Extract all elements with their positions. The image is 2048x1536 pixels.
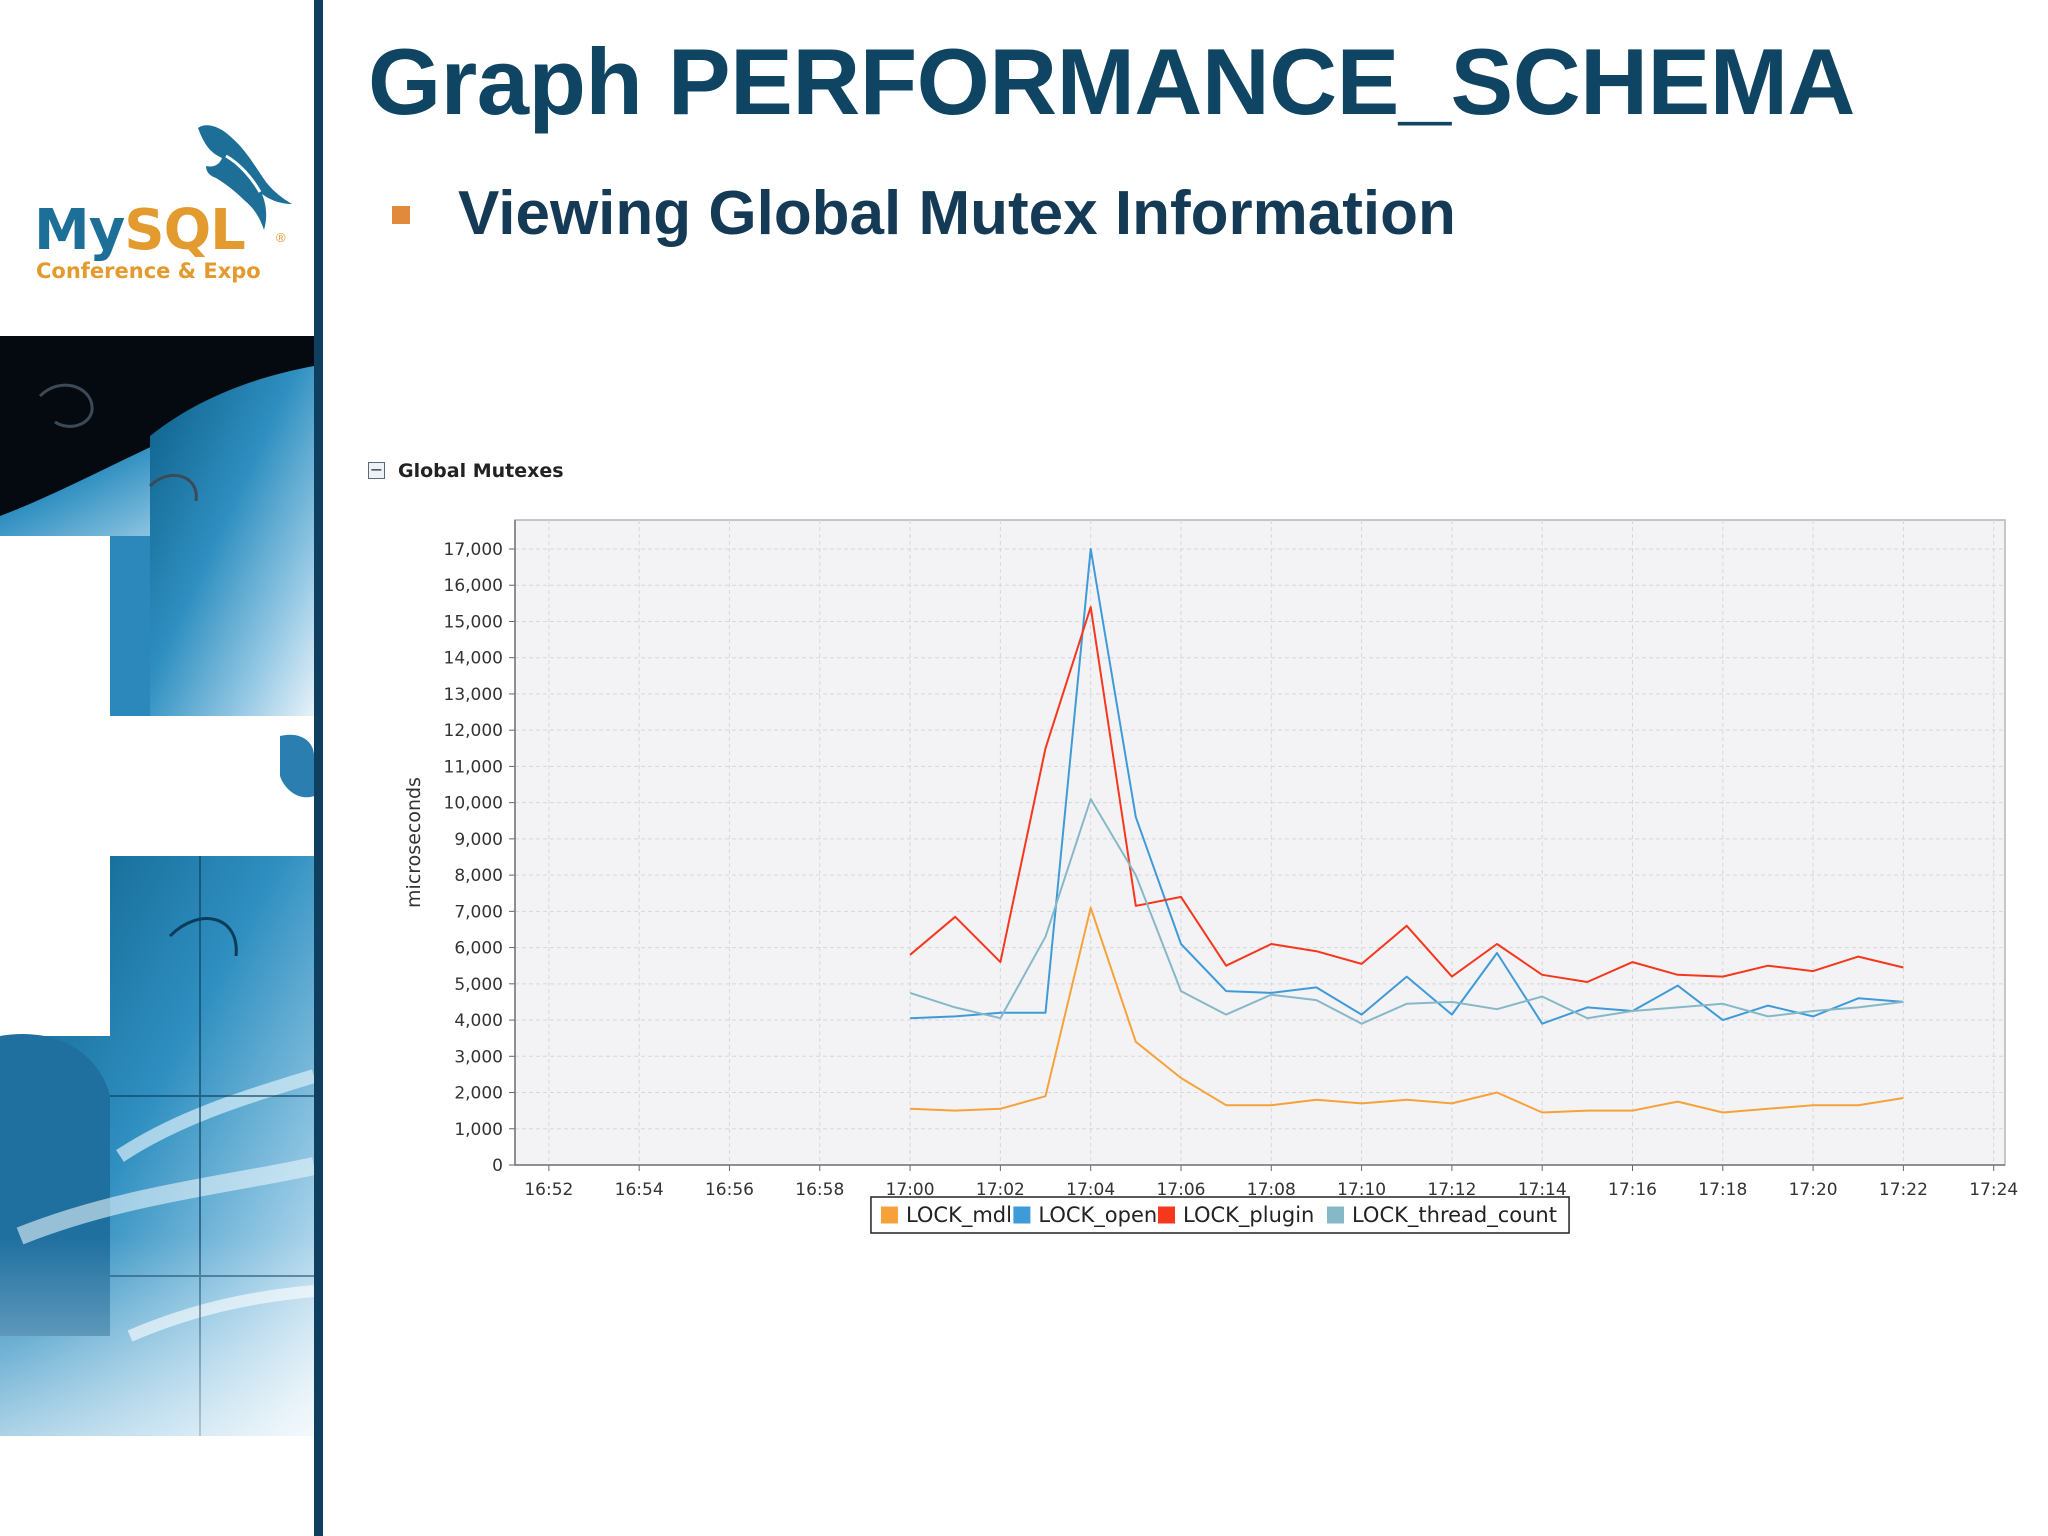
- bullet-text: Viewing Global Mutex Information: [458, 179, 1456, 248]
- legend-box: [870, 1196, 1570, 1234]
- legend-label: LOCK_plugin: [1183, 1203, 1314, 1228]
- legend-swatch: [1326, 1206, 1344, 1224]
- y-tick-label: 3,000: [454, 1047, 503, 1067]
- x-tick-label: 17:18: [1698, 1180, 1747, 1200]
- bullet-marker: [392, 206, 410, 224]
- mysql-logo-text: MySQL: [34, 198, 246, 263]
- series-line-lock-plugin: [909, 606, 1904, 983]
- y-tick-label: 7,000: [454, 902, 503, 922]
- x-tick-label: 17:06: [1156, 1180, 1205, 1200]
- logo-word-my: My: [34, 198, 125, 263]
- vertical-divider: [314, 0, 323, 1536]
- logo-tagline: Conference & Expo: [36, 259, 261, 283]
- y-tick-label: 5,000: [454, 975, 503, 995]
- logo-word-sql: SQL: [124, 198, 246, 263]
- x-tick-label: 17:12: [1427, 1180, 1476, 1200]
- plot-background: [514, 519, 2006, 1166]
- legend-label: LOCK_open: [1038, 1203, 1157, 1228]
- legend-label: LOCK_mdl: [906, 1203, 1012, 1228]
- x-tick-label: 17:16: [1608, 1180, 1657, 1200]
- series-line-lock-mdl: [910, 906, 1904, 1114]
- series-line-lock-thread-count: [909, 798, 1904, 1025]
- legend-swatch: [880, 1206, 898, 1224]
- y-tick-label: 11,000: [444, 757, 503, 777]
- y-tick-label: 12,000: [444, 721, 503, 741]
- x-tick-label: 16:58: [795, 1180, 844, 1200]
- y-tick-label: 1,000: [454, 1120, 503, 1140]
- x-tick-label: 16:54: [615, 1180, 664, 1200]
- x-tick-label: 16:56: [705, 1180, 754, 1200]
- axes: 0 1,000 2,000 3,000 4,000 5,000 6,000 7,000 8,00…: [403, 520, 2018, 1200]
- registered-mark: ®: [276, 230, 286, 245]
- y-tick-label: 14,000: [444, 649, 503, 669]
- x-tick-label: 17:02: [976, 1180, 1025, 1200]
- series-lines: [909, 548, 1904, 1114]
- legend: LOCK_mdl LOCK_open LOCK_plugin LOCK_thread_…: [870, 1196, 1570, 1234]
- y-axis-label: microseconds: [403, 777, 425, 908]
- x-tick-label: 17:14: [1518, 1180, 1567, 1200]
- series-line-lock-open: [910, 548, 1904, 1025]
- y-tick-label: 9,000: [454, 830, 503, 850]
- x-tick-label: 17:22: [1879, 1180, 1928, 1200]
- y-tick-label: 8,000: [454, 866, 503, 886]
- y-tick-label: 10,000: [444, 794, 503, 814]
- left-decorative-panel: MySQL ® Conference & Expo: [0, 0, 318, 1536]
- panel-title: Global Mutexes: [398, 460, 564, 482]
- y-tick-label: 15,000: [444, 612, 503, 632]
- collapse-toggle-icon[interactable]: −: [368, 460, 385, 479]
- x-tick-label: 17:24: [1969, 1180, 2018, 1200]
- plot-area: [514, 519, 2006, 1166]
- y-tick-label: 13,000: [444, 685, 503, 705]
- y-tick-label: 4,000: [454, 1011, 503, 1031]
- y-tick-label: 16,000: [444, 576, 503, 596]
- page-title: Graph PERFORMANCE_SCHEMA: [368, 29, 1855, 134]
- x-tick-label: 17:00: [886, 1180, 935, 1200]
- gridlines: [515, 520, 2005, 1166]
- legend-swatch: [1158, 1206, 1176, 1224]
- x-tick-label: 17:04: [1066, 1180, 1115, 1200]
- x-tick-label: 16:52: [524, 1180, 573, 1200]
- dolphin-logo-icon: [198, 125, 292, 230]
- x-tick-label: 17:10: [1337, 1180, 1386, 1200]
- x-tick-label: 17:20: [1789, 1180, 1838, 1200]
- global-mutexes-chart: 0 1,000 2,000 3,000 4,000 5,000 6,000 7,000 8,00…: [403, 519, 2018, 1234]
- y-tick-label: 6,000: [454, 939, 503, 959]
- y-tick-label: 2,000: [454, 1084, 503, 1104]
- puzzle-earth-image: [0, 336, 314, 1536]
- y-tick-label: 0: [492, 1156, 503, 1176]
- y-tick-label: 17,000: [444, 540, 503, 560]
- legend-label: LOCK_thread_count: [1352, 1203, 1557, 1228]
- legend-swatch: [1013, 1206, 1031, 1224]
- x-tick-label: 17:08: [1247, 1180, 1296, 1200]
